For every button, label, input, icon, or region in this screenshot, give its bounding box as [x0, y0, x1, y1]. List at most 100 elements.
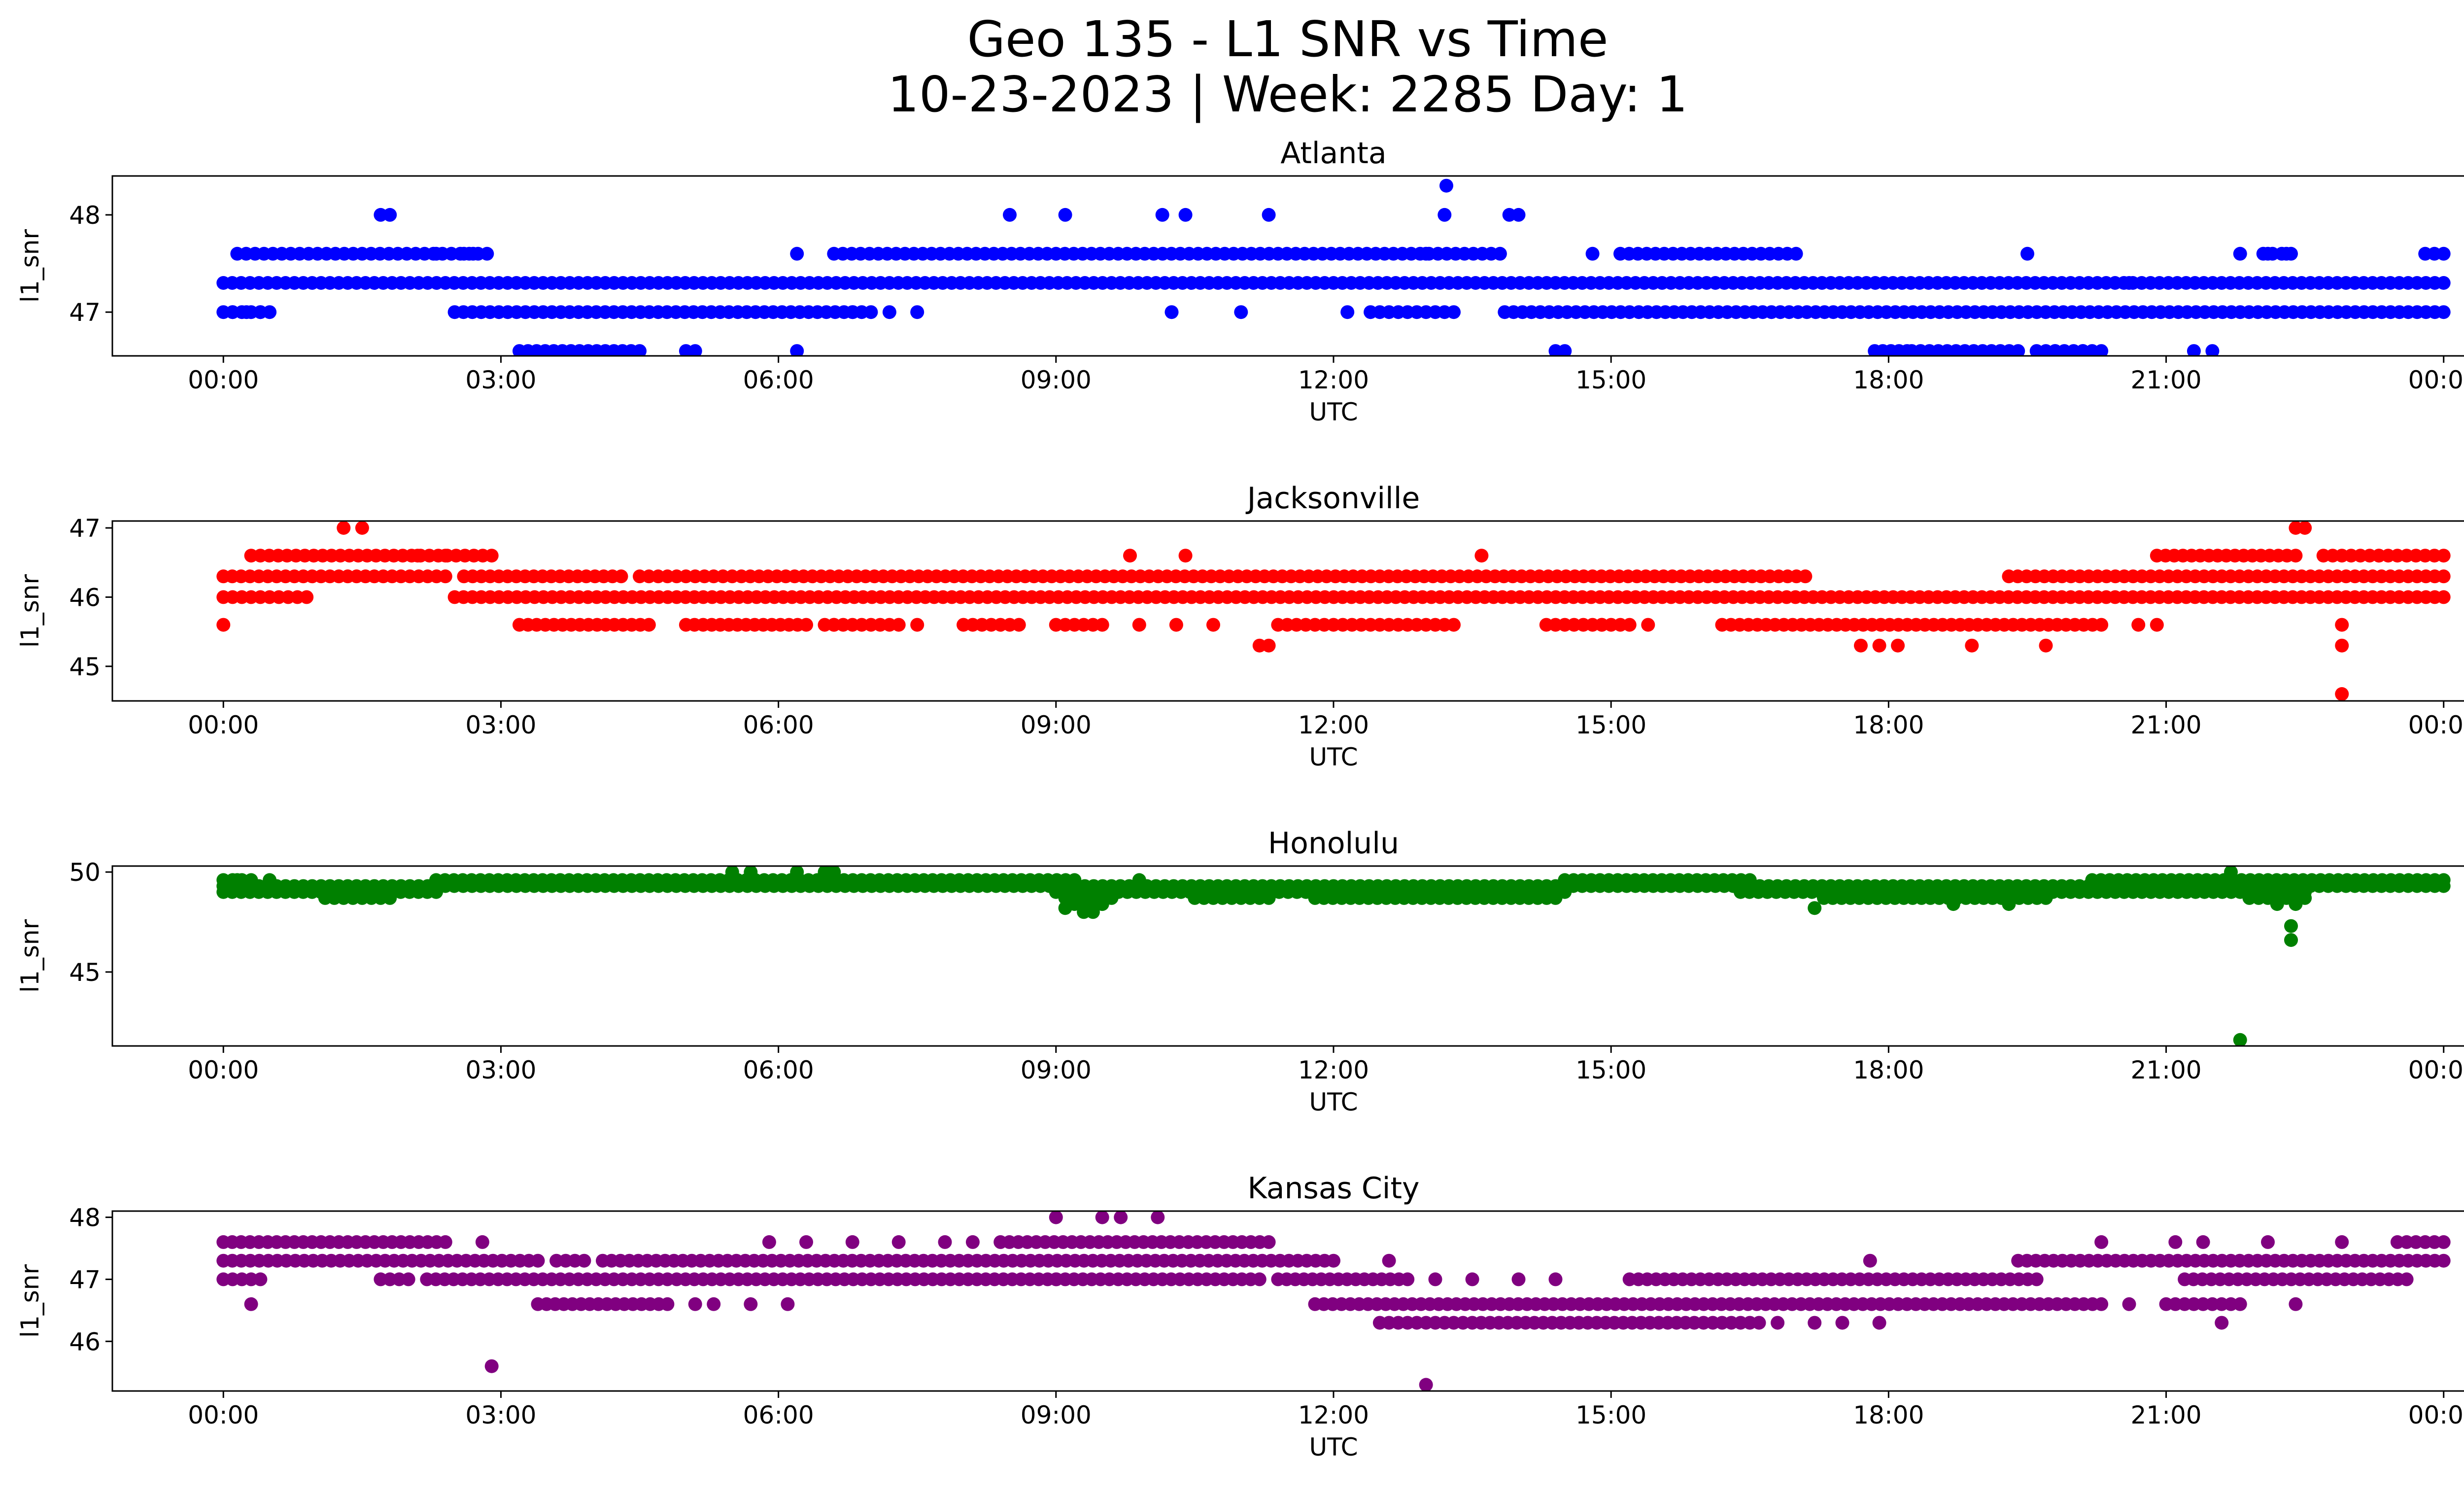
data-point [910, 618, 924, 632]
subplot-title: Kansas City [1247, 1171, 1419, 1206]
data-point [1003, 208, 1017, 222]
data-point [1262, 1235, 1276, 1249]
data-point [1419, 246, 1433, 261]
data-point [240, 305, 254, 319]
data-point [1095, 1211, 1109, 1224]
data-point [707, 1297, 721, 1311]
figure-title: Geo 135 - L1 SNR vs Time [967, 10, 1608, 68]
data-point [1262, 891, 1276, 905]
data-point [263, 873, 277, 887]
data-point [1789, 246, 1803, 261]
data-point [2094, 1297, 2109, 1311]
x-tick-label: 00:00 [2408, 366, 2464, 394]
x-tick-label: 09:00 [1021, 1401, 1092, 1429]
data-point [827, 866, 841, 879]
x-tick-label: 15:00 [1575, 1401, 1646, 1429]
data-point [1447, 305, 1461, 319]
data-point [1437, 208, 1452, 222]
y-tick-label: 48 [69, 1204, 101, 1232]
data-point [429, 246, 443, 261]
x-tick-label: 03:00 [465, 1056, 536, 1084]
data-point [2048, 344, 2062, 356]
data-point [2224, 866, 2238, 879]
data-point [2039, 638, 2053, 653]
data-point [1474, 549, 1489, 563]
y-tick-label: 46 [69, 1327, 101, 1356]
y-tick-label: 46 [69, 583, 101, 612]
data-point [2196, 1235, 2210, 1249]
data-point [781, 1297, 795, 1311]
data-point [2150, 618, 2164, 632]
data-point [2289, 897, 2303, 911]
x-tick-label: 21:00 [2130, 1056, 2201, 1084]
data-point [484, 1359, 499, 1373]
data-point [2011, 344, 2025, 356]
data-point [1808, 901, 1822, 915]
data-point [1511, 1272, 1526, 1286]
x-tick-label: 00:00 [188, 1056, 259, 1084]
x-tick-label: 06:00 [743, 1401, 814, 1429]
data-point [2436, 569, 2451, 584]
data-point [744, 866, 758, 879]
data-point [2335, 618, 2349, 632]
data-point [2284, 933, 2298, 947]
data-point [438, 1235, 452, 1249]
data-point [1095, 897, 1109, 911]
data-point [1132, 873, 1146, 887]
data-point [790, 866, 804, 879]
data-point [1622, 618, 1637, 632]
data-point [2187, 344, 2201, 356]
x-tick-label: 00:00 [2408, 1401, 2464, 1429]
x-tick-label: 18:00 [1853, 1401, 1924, 1429]
y-axis-label: l1_snr [16, 574, 44, 648]
data-point [2002, 897, 2016, 911]
data-point [2029, 1272, 2044, 1286]
data-point [1252, 1272, 1266, 1286]
subplot-atlanta: Atlanta 00:00 03:00 06:00 09:00 12:00 15:00 18:… [16, 136, 2464, 426]
data-point [226, 305, 240, 319]
data-point [383, 208, 397, 222]
data-point [1151, 1211, 1165, 1224]
data-point [1872, 638, 1886, 653]
data-point [1049, 1272, 1063, 1286]
data-point [2131, 618, 2146, 632]
data-point [1262, 638, 1276, 653]
data-point [688, 1297, 702, 1311]
data-point [2436, 879, 2451, 893]
data-point [244, 549, 258, 563]
data-point [762, 1235, 776, 1249]
data-point [2289, 1297, 2303, 1311]
x-tick-label: 15:00 [1575, 1056, 1646, 1084]
data-point [1548, 1272, 1563, 1286]
data-point [2094, 618, 2109, 632]
x-axis-label: UTC [1309, 1088, 1358, 1116]
x-tick-label: 03:00 [465, 711, 536, 739]
x-tick-label: 12:00 [1298, 366, 1369, 394]
data-point [891, 1235, 906, 1249]
data-point [1058, 901, 1072, 915]
axes-frame [111, 175, 2464, 357]
data-point [355, 521, 369, 535]
data-point [1419, 1378, 1433, 1391]
data-point [1428, 1272, 1442, 1286]
data-point [1169, 618, 1183, 632]
data-point [2168, 1235, 2183, 1249]
x-tick-label: 21:00 [2130, 366, 2201, 394]
data-point [1132, 618, 1146, 632]
data-point [230, 873, 244, 887]
data-point [1946, 897, 1960, 911]
data-point [1965, 638, 1979, 653]
x-tick-label: 21:00 [2130, 711, 2201, 739]
y-tick-label: 45 [69, 653, 101, 681]
data-point [300, 590, 314, 604]
data-point [2298, 521, 2312, 535]
data-point [633, 344, 647, 356]
data-point [938, 1235, 952, 1249]
data-point [577, 1253, 591, 1268]
x-tick-label: 06:00 [743, 711, 814, 739]
data-point [2261, 1235, 2275, 1249]
data-point [337, 521, 351, 535]
data-point [1178, 208, 1193, 222]
subplot-jacksonville: Jacksonville 00:00 03:00 06:00 09:00 12:00 15:… [16, 481, 2464, 771]
data-point [1771, 1316, 1785, 1330]
